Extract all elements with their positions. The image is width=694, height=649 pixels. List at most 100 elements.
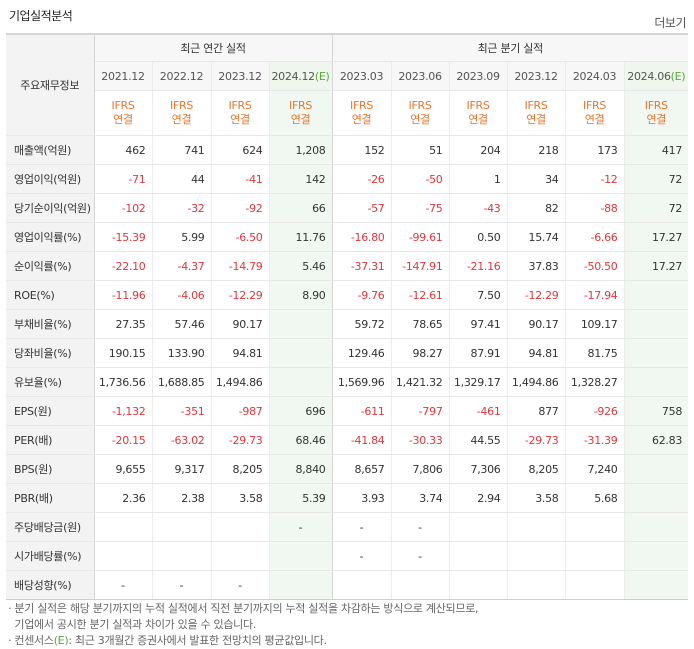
ifrs-cell: IFRS 연결: [331, 90, 392, 136]
table-cell: 98.27: [390, 338, 450, 368]
consolidated-label: 연결: [230, 113, 250, 126]
period-label: 2024.06: [627, 69, 671, 83]
consolidated-label: 연결: [410, 113, 430, 126]
table-row: 매출액(억원) 462 741 624 1,208 152 51 204 218 173 417: [6, 135, 689, 165]
table-cell: 2.38: [151, 483, 211, 513]
table-cell: 133.90: [151, 338, 211, 368]
ifrs-row: IFRS 연결 IFRS 연결 IFRS 연결 IFRS 연결 IFRS 연결 IFRS 연결 IFRS…: [6, 90, 689, 136]
table-cell: 417: [623, 135, 689, 165]
table-cell: 81.75: [564, 338, 625, 368]
table-cell: [623, 483, 689, 513]
ifrs-label: IFRS: [524, 99, 548, 112]
table-cell: -17.94: [564, 280, 625, 310]
table-cell: 1,329.17: [448, 367, 508, 397]
more-link[interactable]: 더보기: [654, 16, 686, 30]
table-cell: [623, 280, 689, 310]
row-label: 순이익률(%): [6, 251, 95, 281]
row-label: 매출액(억원): [6, 135, 95, 165]
table-row: 당좌비율(%) 190.15 133.90 94.81 129.46 98.27 87.91…: [6, 338, 689, 368]
table-cell: -12.61: [390, 280, 450, 310]
consolidated-label: 연결: [584, 113, 605, 126]
table-cell: -37.31: [331, 251, 392, 281]
table-cell: 34: [506, 164, 566, 194]
table-cell: 66: [268, 193, 333, 223]
period-header: 2023.12: [210, 61, 269, 91]
table-cell: -6.66: [564, 222, 625, 252]
table-cell: 3.93: [331, 483, 392, 513]
table-cell: 8,840: [268, 454, 333, 484]
table-cell: -4.37: [151, 251, 211, 281]
table-cell: -1,132: [94, 396, 152, 426]
table-cell: [151, 541, 211, 571]
table-cell: -31.39: [564, 425, 625, 455]
row-label: 당기순이익(억원): [6, 193, 95, 223]
table-cell: -461: [448, 396, 508, 426]
table-cell: 2.36: [94, 483, 152, 513]
table-cell: 1: [448, 164, 508, 194]
table-cell: 152: [331, 135, 392, 165]
table-cell: 142: [268, 164, 333, 194]
table-cell: 624: [210, 135, 269, 165]
table-cell: -50: [390, 164, 450, 194]
table-cell: [268, 338, 333, 368]
table-cell: [390, 570, 450, 600]
period-label: 2024.03: [572, 69, 617, 83]
table-cell: 109.17: [564, 309, 625, 339]
table-cell: -99.61: [390, 222, 450, 252]
table-row: 순이익률(%) -22.10 -4.37 -14.79 5.46 -37.31 -147.9…: [6, 251, 689, 281]
table-cell: 5.39: [268, 483, 333, 513]
table-cell: [564, 570, 625, 600]
table-cell: [268, 367, 333, 397]
table-cell: 758: [623, 396, 689, 426]
table-cell: 204: [448, 135, 508, 165]
table-cell: 1,208: [268, 135, 333, 165]
ifrs-label: IFRS: [644, 99, 668, 112]
period-label: 2022.12: [159, 69, 204, 83]
table-cell: 3.58: [506, 483, 566, 513]
table-cell: [268, 309, 333, 339]
table-cell: 27.35: [94, 309, 152, 339]
table-cell: 0.50: [448, 222, 508, 252]
consolidated-label: 연결: [646, 113, 667, 126]
table-cell: 7,240: [564, 454, 625, 484]
table-cell: 44: [151, 164, 211, 194]
table-cell: 877: [506, 396, 566, 426]
table-cell: 1,688.85: [151, 367, 211, 397]
table-row: PER(배) -20.15 -63.02 -29.73 68.46 -41.84 -30.3…: [6, 425, 689, 455]
table-cell: 7,806: [390, 454, 450, 484]
table-cell: -926: [564, 396, 625, 426]
table-cell: -20.15: [94, 425, 152, 455]
table-cell: -21.16: [448, 251, 508, 281]
row-label: 당좌비율(%): [6, 338, 95, 368]
table-cell: -71: [94, 164, 152, 194]
table-cell: 1,421.32: [390, 367, 450, 397]
table-cell: 78.65: [390, 309, 450, 339]
table-cell: -92: [210, 193, 269, 223]
table-cell: [623, 570, 689, 600]
period-label: 2023.03: [339, 69, 384, 83]
row-label: 배당성향(%): [6, 570, 95, 600]
table-cell: 3.58: [210, 483, 269, 513]
table-cell: [94, 512, 152, 542]
table-row: 시가배당률(%) - -: [6, 541, 689, 571]
table-cell: -6.50: [210, 222, 269, 252]
period-label: 2023.09: [456, 69, 500, 83]
ifrs-cell: IFRS 연결: [623, 90, 689, 136]
table-cell: -29.73: [506, 425, 566, 455]
period-header: 2023.06: [390, 61, 450, 91]
estimate-mark: (E): [670, 69, 686, 83]
footnote-consensus: · 컨센서스: [8, 634, 54, 647]
table-cell: -57: [331, 193, 392, 223]
ifrs-label: IFRS: [350, 99, 374, 112]
consolidated-label: 연결: [113, 113, 133, 126]
ifrs-label: IFRS: [466, 99, 490, 112]
period-label: 2023.06: [398, 69, 442, 83]
consolidated-label: 연결: [351, 113, 372, 126]
table-cell: 94.81: [210, 338, 269, 368]
table-cell: 8,657: [331, 454, 392, 484]
table-cell: [506, 541, 566, 571]
period-header: 2024.03: [564, 61, 625, 91]
table-cell: -: [268, 512, 333, 542]
table-cell: 129.46: [331, 338, 392, 368]
table-cell: 173: [564, 135, 625, 165]
